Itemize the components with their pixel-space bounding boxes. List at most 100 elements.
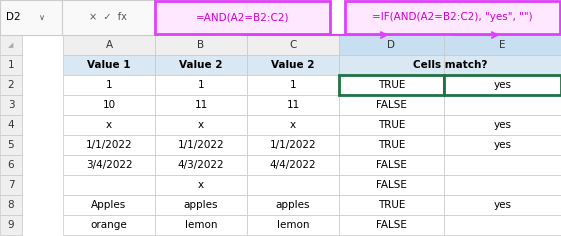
Text: =AND(A2=B2:C2): =AND(A2=B2:C2): [196, 13, 289, 22]
Bar: [63, 55, 155, 75]
Text: FALSE: FALSE: [376, 220, 407, 230]
Bar: [155, 55, 247, 75]
Text: D2: D2: [6, 13, 21, 22]
Text: 9: 9: [8, 220, 15, 230]
Bar: [339, 55, 444, 75]
Text: Value 1: Value 1: [88, 60, 131, 70]
Bar: [155, 175, 247, 195]
Text: B: B: [197, 40, 205, 50]
Bar: [0, 95, 22, 115]
Bar: [155, 135, 247, 155]
Text: 1: 1: [8, 60, 15, 70]
Text: C: C: [289, 40, 297, 50]
Bar: [339, 35, 444, 55]
Text: x: x: [198, 180, 204, 190]
Bar: [0, 215, 22, 235]
Bar: [339, 175, 444, 195]
Bar: [345, 1, 560, 34]
Bar: [339, 75, 444, 95]
Text: Cells match?: Cells match?: [413, 60, 487, 70]
Text: 3/4/2022: 3/4/2022: [86, 160, 132, 170]
Bar: [247, 155, 339, 175]
Bar: [63, 155, 155, 175]
Bar: [339, 75, 444, 95]
Bar: [444, 135, 561, 155]
Bar: [63, 95, 155, 115]
Bar: [0, 175, 22, 195]
Bar: [444, 55, 561, 75]
Text: ∨: ∨: [39, 13, 45, 22]
Bar: [0, 115, 22, 135]
Text: x: x: [198, 120, 204, 130]
Bar: [155, 215, 247, 235]
Bar: [63, 135, 155, 155]
Text: 1/1/2022: 1/1/2022: [270, 140, 316, 150]
Bar: [0, 135, 22, 155]
Text: TRUE: TRUE: [378, 80, 405, 90]
Bar: [247, 195, 339, 215]
Text: =IF(AND(A2=B2:C2), "yes", ""): =IF(AND(A2=B2:C2), "yes", ""): [372, 13, 533, 22]
Text: 10: 10: [103, 100, 116, 110]
Bar: [62, 0, 155, 35]
Text: lemon: lemon: [277, 220, 309, 230]
Bar: [247, 75, 339, 95]
Text: Apples: Apples: [91, 200, 127, 210]
Bar: [155, 155, 247, 175]
Bar: [247, 95, 339, 115]
Text: D: D: [388, 40, 396, 50]
Text: yes: yes: [494, 120, 512, 130]
Bar: [444, 95, 561, 115]
Text: FALSE: FALSE: [376, 100, 407, 110]
Text: ◢: ◢: [8, 42, 13, 48]
Text: ×  ✓  fx: × ✓ fx: [89, 13, 127, 22]
Text: 4/4/2022: 4/4/2022: [270, 160, 316, 170]
Bar: [339, 115, 444, 135]
Bar: [444, 175, 561, 195]
Text: 4/3/2022: 4/3/2022: [178, 160, 224, 170]
Text: 1: 1: [105, 80, 112, 90]
Bar: [444, 195, 561, 215]
Bar: [63, 195, 155, 215]
Bar: [247, 135, 339, 155]
Text: Value 2: Value 2: [180, 60, 223, 70]
Bar: [444, 115, 561, 135]
Text: 8: 8: [8, 200, 15, 210]
Text: 1: 1: [289, 80, 296, 90]
Bar: [155, 1, 330, 34]
Bar: [444, 35, 561, 55]
Text: TRUE: TRUE: [378, 120, 405, 130]
Bar: [339, 155, 444, 175]
Text: yes: yes: [494, 140, 512, 150]
Bar: [0, 0, 62, 35]
Text: yes: yes: [494, 80, 512, 90]
Text: apples: apples: [184, 200, 218, 210]
Bar: [0, 195, 22, 215]
Bar: [0, 55, 22, 75]
Bar: [339, 95, 444, 115]
Bar: [247, 115, 339, 135]
Bar: [63, 35, 155, 55]
Bar: [63, 75, 155, 95]
Text: 3: 3: [8, 100, 15, 110]
Text: 11: 11: [194, 100, 208, 110]
Text: 1: 1: [197, 80, 204, 90]
Text: E: E: [499, 40, 506, 50]
Bar: [444, 75, 561, 95]
Bar: [247, 215, 339, 235]
Text: FALSE: FALSE: [376, 180, 407, 190]
Text: apples: apples: [276, 200, 310, 210]
Bar: [0, 155, 22, 175]
Text: 6: 6: [8, 160, 15, 170]
Text: x: x: [106, 120, 112, 130]
Text: orange: orange: [91, 220, 127, 230]
Bar: [155, 195, 247, 215]
Text: 11: 11: [286, 100, 300, 110]
Bar: [155, 75, 247, 95]
Text: 5: 5: [8, 140, 15, 150]
Bar: [339, 195, 444, 215]
Text: 4: 4: [8, 120, 15, 130]
Bar: [247, 55, 339, 75]
Text: 1/1/2022: 1/1/2022: [86, 140, 132, 150]
Bar: [155, 35, 247, 55]
Text: TRUE: TRUE: [378, 140, 405, 150]
